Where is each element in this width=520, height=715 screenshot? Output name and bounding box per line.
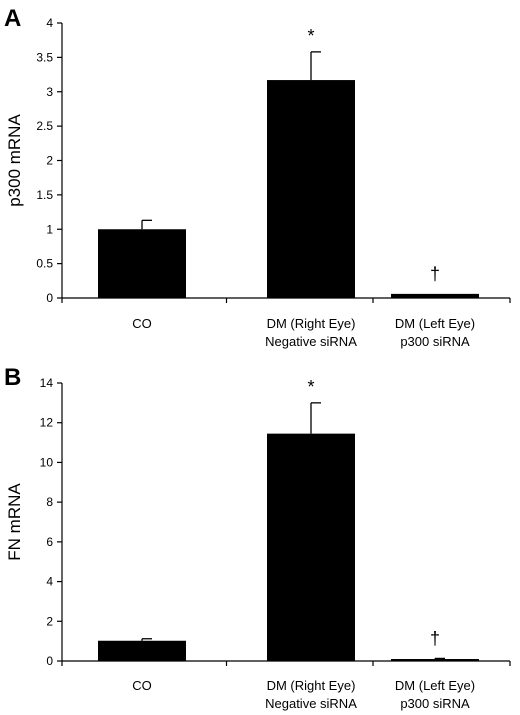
y-tick-label: 12: [40, 416, 54, 430]
significance-asterisk: *: [307, 26, 314, 46]
bar: [391, 293, 479, 298]
y-tick-label: 8: [46, 495, 53, 509]
x-category-label: DM (Right Eye): [267, 316, 356, 331]
bar: [267, 80, 355, 298]
x-category-label: DM (Left Eye): [395, 316, 475, 331]
y-axis-label: p300 mRNA: [5, 114, 24, 207]
significance-dagger: †: [430, 264, 440, 284]
x-category-label: DM (Right Eye): [267, 678, 356, 693]
x-category-label: Negative siRNA: [265, 696, 357, 711]
x-category-label: DM (Left Eye): [395, 678, 475, 693]
y-tick-label: 1.5: [36, 188, 53, 202]
y-tick-label: 0: [46, 291, 53, 305]
bar: [98, 640, 186, 661]
y-tick-label: 14: [40, 376, 54, 390]
x-category-label: CO: [132, 678, 152, 693]
x-category-label: p300 siRNA: [400, 334, 470, 349]
bar: [391, 659, 479, 661]
y-tick-label: 4: [46, 575, 53, 589]
y-tick-label: 3: [46, 85, 53, 99]
y-tick-label: 3.5: [36, 50, 53, 64]
chart-panel-b: B FN mRNA 0 2 4 6 8 10 12 14 CO * DM (Right Eye) Nega…: [4, 364, 511, 711]
y-tick-label: 10: [40, 455, 54, 469]
panel-label: B: [4, 364, 21, 391]
y-tick-label: 6: [46, 535, 53, 549]
y-tick-label: 0: [46, 654, 53, 668]
significance-asterisk: *: [307, 377, 314, 397]
x-category-label: Negative siRNA: [265, 334, 357, 349]
y-tick-label: 2.5: [36, 119, 53, 133]
panel-label: A: [4, 5, 21, 32]
y-tick-label: 0.5: [36, 257, 53, 271]
significance-dagger: †: [430, 628, 440, 648]
bar: [267, 433, 355, 661]
bar: [98, 229, 186, 298]
y-axis-label: FN mRNA: [5, 483, 24, 561]
y-tick-label: 4: [46, 16, 53, 30]
y-tick-label: 2: [46, 614, 53, 628]
y-tick-label: 1: [46, 222, 53, 236]
x-category-label: p300 siRNA: [400, 696, 470, 711]
x-category-label: CO: [132, 316, 152, 331]
y-tick-label: 2: [46, 154, 53, 168]
